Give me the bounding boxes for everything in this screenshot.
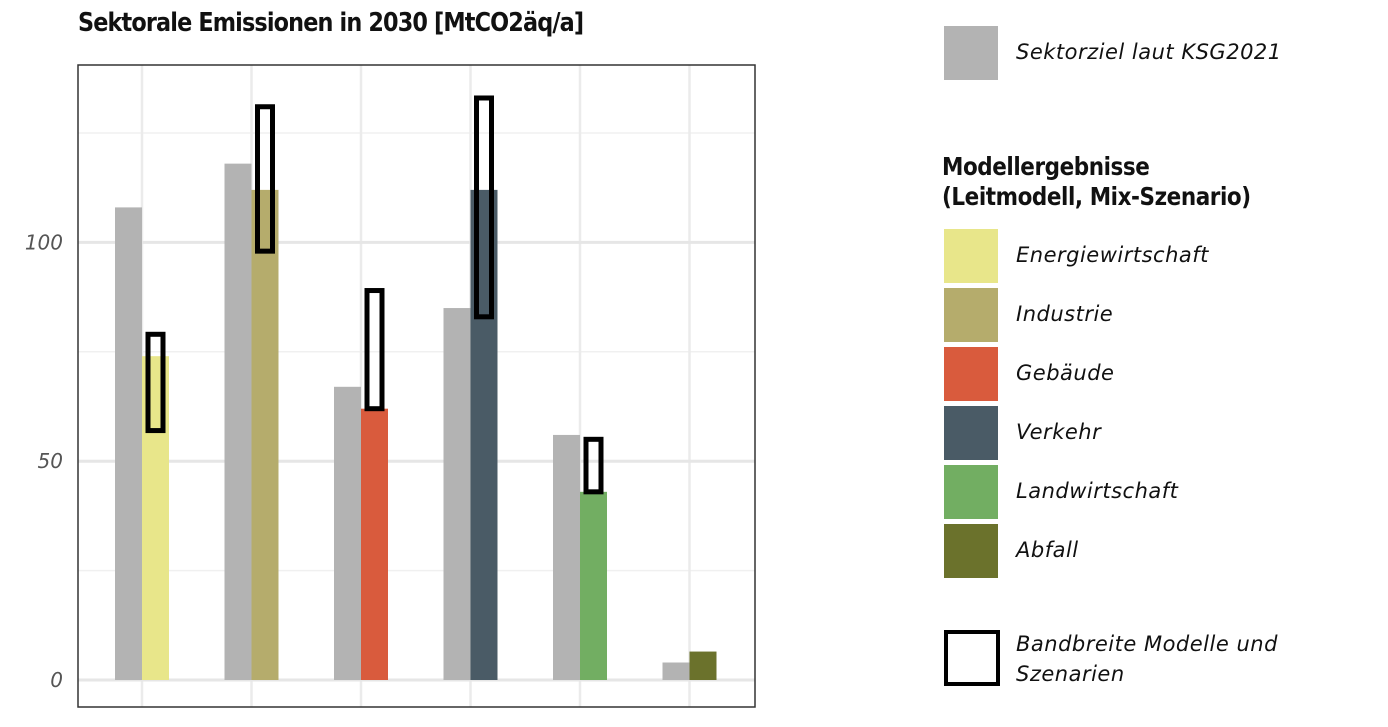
y-tick-label: 100	[25, 230, 63, 254]
model-bar	[251, 189, 279, 680]
legend-label-5: Abfall	[1016, 538, 1079, 562]
legend-swatch-4	[944, 465, 998, 519]
range-box	[583, 436, 604, 495]
legend-label-3: Verkehr	[1016, 420, 1102, 444]
legend-label-range: Bandbreite Modelle und Szenarien	[1016, 629, 1278, 689]
chart-title: Sektorale Emissionen in 2030 [MtCO2äq/a]	[78, 8, 584, 38]
legend-swatch-range	[944, 630, 1000, 686]
legend-label-range-line1: Bandbreite Modelle und	[1016, 632, 1278, 656]
y-tick-label: 0	[50, 668, 63, 692]
legend-label-2: Gebäude	[1016, 361, 1115, 385]
legend-swatch-0	[944, 229, 998, 283]
model-bar	[689, 651, 717, 680]
range-box	[364, 288, 385, 412]
legend-title-line1: Modellergebnisse	[942, 152, 1150, 181]
plot-border	[77, 64, 756, 708]
legend-swatch-3	[944, 406, 998, 460]
legend-label-4: Landwirtschaft	[1016, 479, 1179, 503]
target-bar	[662, 662, 690, 680]
range-box	[255, 104, 275, 254]
range-box	[474, 95, 494, 320]
legend-title-model: Modellergebnisse (Leitmodell, Mix-Szenar…	[942, 152, 1251, 212]
legend-label-0: Energiewirtschaft	[1016, 243, 1209, 267]
target-bar	[334, 386, 361, 680]
target-bar	[553, 434, 580, 680]
legend-swatch-2	[944, 347, 998, 401]
target-bar	[224, 163, 252, 680]
model-bar	[361, 408, 388, 680]
plot-background	[78, 65, 755, 707]
legend-swatch-1	[944, 288, 998, 342]
legend-label-target: Sektorziel laut KSG2021	[1016, 40, 1282, 64]
legend-label-1: Industrie	[1016, 302, 1114, 326]
chart-plot: 0 50 100	[25, 64, 756, 708]
model-bar	[580, 491, 607, 680]
legend-swatch-5	[944, 524, 998, 578]
legend-title-line2: (Leitmodell, Mix-Szenario)	[942, 182, 1251, 211]
target-bar	[443, 308, 471, 680]
y-tick-label: 50	[38, 449, 63, 473]
target-bar	[115, 207, 142, 680]
legend-label-range-line2: Szenarien	[1016, 662, 1125, 686]
range-box	[145, 331, 166, 434]
legend: Sektorziel laut KSG2021 Modellergebnisse…	[942, 0, 1384, 727]
legend-swatch-target	[944, 26, 998, 80]
